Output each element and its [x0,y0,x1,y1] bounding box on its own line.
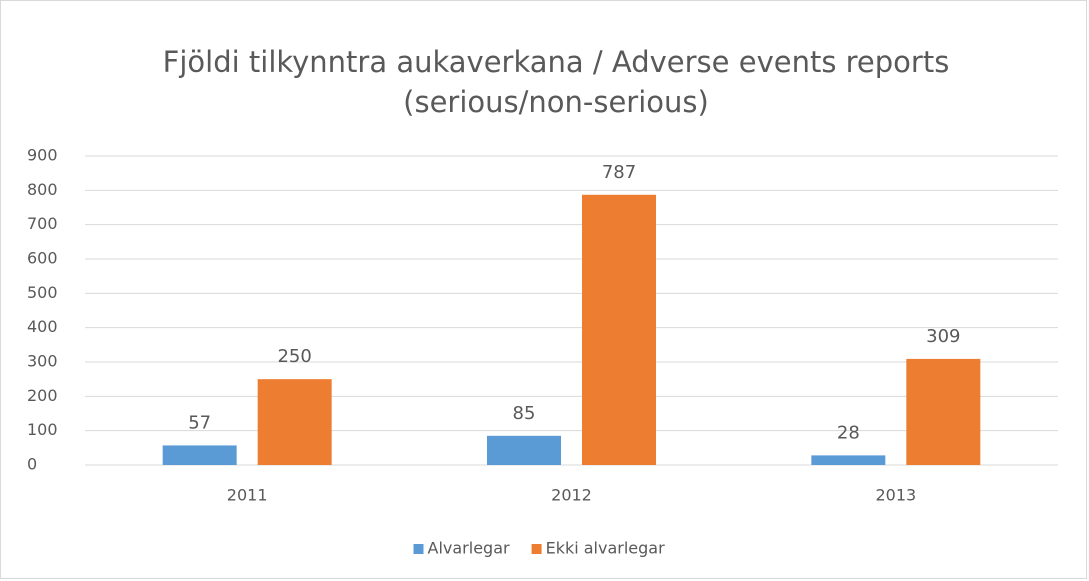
legend-label: Alvarlegar [428,539,510,558]
data-label: 57 [188,412,211,433]
y-tick-label: 400 [27,317,58,336]
y-tick-label: 600 [27,249,58,268]
x-tick-label: 2011 [227,486,268,505]
y-tick-label: 100 [27,420,58,439]
chart-title: (serious/non-serious) [403,85,709,119]
y-tick-label: 500 [27,283,58,302]
y-tick-label: 700 [27,214,58,233]
y-tick-label: 800 [27,180,58,199]
bar [582,194,656,465]
bar [487,435,561,465]
bar [257,379,332,465]
bar [162,445,237,465]
chart-title: Fjöldi tilkynntra aukaverkana / Adverse … [163,45,950,79]
bar [906,358,981,465]
data-label: 250 [277,346,311,367]
y-tick-label: 300 [27,352,58,371]
y-tick-label: 900 [27,146,58,165]
y-tick-label: 200 [27,386,58,405]
bar [811,455,886,465]
data-label: 787 [602,162,636,183]
legend-swatch [413,544,424,554]
data-label: 85 [513,403,536,424]
legend-label: Ekki alvarlegar [546,539,666,558]
data-label: 28 [837,422,860,443]
data-label: 309 [926,326,960,347]
y-tick-label: 0 [27,455,37,474]
legend-swatch [531,544,542,554]
x-tick-label: 2013 [875,486,916,505]
x-tick-label: 2012 [551,486,592,505]
